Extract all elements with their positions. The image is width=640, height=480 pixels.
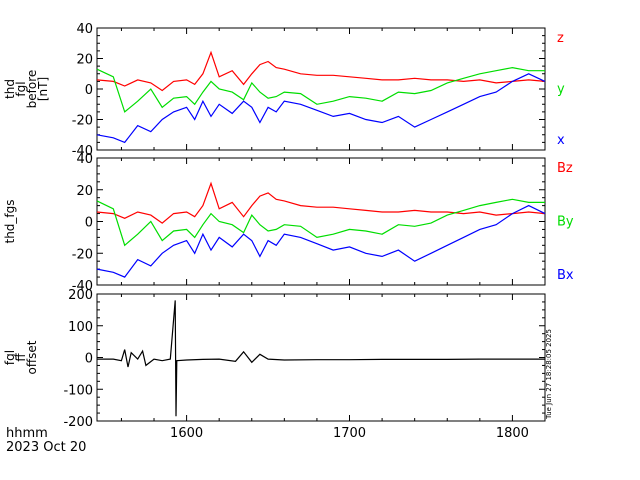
y-tick-label: 0 [85,352,93,367]
series-line-offset [97,300,545,417]
y-axis-label: fgl [14,81,28,96]
y-tick-label: -40 [72,279,93,294]
y-tick-label: -200 [63,415,93,430]
y-axis-label: thd [3,79,17,99]
series-line-y [96,66,545,113]
y-tick-label: -100 [63,383,93,398]
x-axis-date-label: 2023 Oct 20 [6,440,86,455]
y-tick-label: 100 [68,320,93,335]
legend-y: y [557,82,565,97]
y-tick-label: -20 [72,114,93,129]
y-tick-label: 40 [76,152,93,167]
y-tick-label: 0 [85,216,93,231]
x-tick-label: 1800 [496,426,529,441]
series-line-x [96,73,546,144]
legend-bz: Bz [557,161,573,176]
y-tick-label: 20 [76,53,93,68]
legend-bx: Bx [557,268,574,283]
y-tick-label: -40 [72,144,93,159]
x-tick-label: 1600 [170,426,203,441]
y-tick-label: 40 [76,22,93,37]
legend-by: By [557,215,574,230]
y-tick-label: 200 [68,288,93,303]
series-line-z [96,50,546,92]
y-axis-label: ff [14,353,28,362]
legend-z: z [557,31,564,46]
y-axis-label: before [25,70,39,109]
y-tick-label: 20 [76,184,93,199]
y-axis-label: thd_fgs [3,199,17,243]
panel-frame-3 [96,293,546,422]
x-axis-label-hhmm: hhmm [6,426,48,441]
timestamp-label: Tue Jun 27 18:28:05 2025 [545,329,553,420]
y-axis-label: [nT] [36,77,50,101]
legend-x: x [557,133,565,148]
y-tick-label: -20 [72,247,93,262]
series-line-by [96,198,545,247]
y-axis-label: offset [25,340,39,374]
y-tick-label: 0 [85,83,93,98]
series-line-bz [96,181,546,224]
x-tick-label: 1700 [333,426,366,441]
y-axis-label: fgl [3,350,17,365]
series-line-bx [96,204,546,278]
